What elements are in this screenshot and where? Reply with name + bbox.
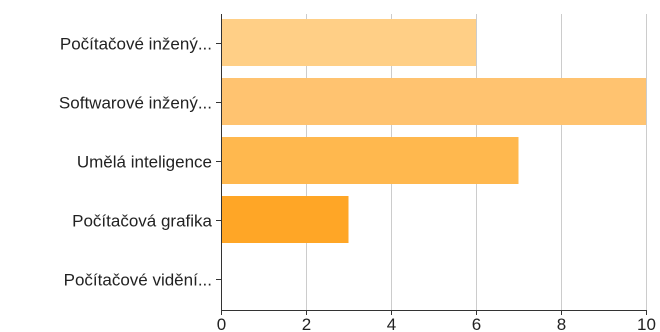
category-label: Umělá inteligence: [77, 153, 212, 172]
x-tick-label: 8: [557, 315, 566, 332]
axes: [216, 14, 647, 315]
x-tick-label: 6: [472, 315, 481, 332]
bar: [221, 137, 519, 184]
bar: [221, 19, 476, 66]
category-label: Počítačové inžený...: [60, 35, 212, 54]
category-label: Počítačové vidění...: [64, 271, 212, 290]
category-label: Softwarové inžený...: [59, 94, 212, 113]
x-tick-label: 4: [387, 315, 396, 332]
x-tick-label: 10: [637, 315, 656, 332]
bar: [221, 78, 646, 125]
x-tick-label: 2: [302, 315, 311, 332]
x-tick-label: 0: [217, 315, 226, 332]
x-tick-labels: 0 2 4 6 8 10: [217, 315, 656, 332]
bar: [221, 196, 349, 243]
bars: [221, 19, 646, 243]
category-label: Počítačová grafika: [72, 212, 212, 231]
category-labels: Počítačové inžený... Softwarové inžený...…: [59, 35, 213, 290]
